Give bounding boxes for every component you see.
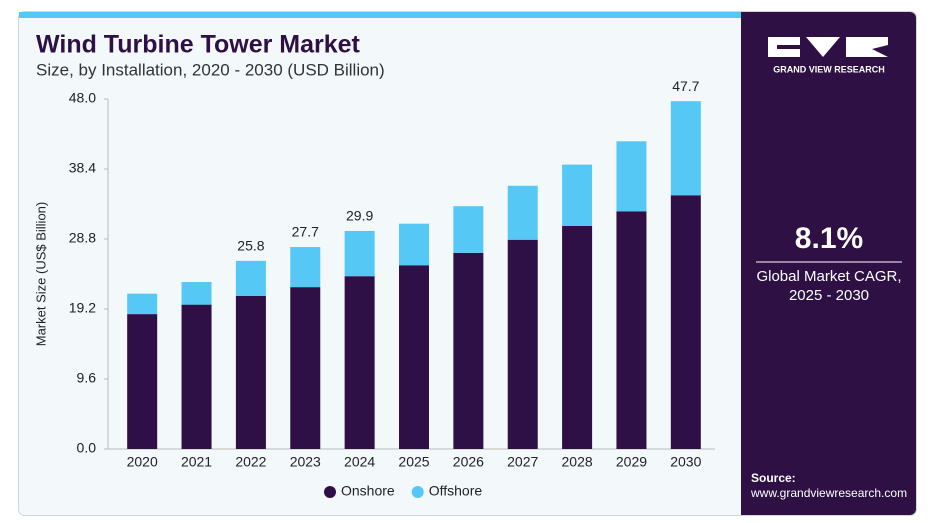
cagr-label: Global Market CAGR,: [756, 268, 901, 285]
bar-segment: [453, 206, 484, 253]
legend-marker: [411, 486, 424, 498]
bar-segment: [181, 304, 212, 449]
total-label: 29.9: [346, 208, 373, 224]
y-tick-label: 28.8: [69, 230, 96, 246]
bar-segment: [670, 101, 701, 196]
y-tick-label: 19.2: [69, 300, 96, 316]
source-label: Source:: [751, 471, 796, 485]
x-tick-label: 2030: [670, 454, 701, 470]
chart-subtitle: Size, by Installation, 2020 - 2030 (USD …: [36, 60, 385, 79]
bar-segment: [507, 185, 538, 240]
y-tick-label: 48.0: [69, 90, 96, 106]
x-tick-label: 2020: [127, 454, 158, 470]
bar-segment: [235, 260, 266, 296]
bar-segment: [181, 282, 212, 305]
bar-segment: [399, 223, 429, 266]
x-tick-label: 2021: [181, 454, 212, 470]
source: www.grandviewresearch.com: [750, 486, 907, 500]
bar-segment: [670, 195, 701, 449]
bar-segment: [453, 252, 484, 449]
bar-segment: [507, 239, 538, 449]
chart-title: Wind Turbine Tower Market: [36, 31, 361, 59]
bar-segment: [562, 225, 593, 449]
total-label: 25.8: [237, 238, 264, 254]
bar-segment: [562, 164, 593, 226]
bar-segment: [127, 293, 158, 315]
bar-segment: [290, 247, 321, 288]
bar-segment: [616, 211, 647, 449]
bar-segment: [127, 314, 158, 449]
x-tick-label: 2029: [616, 454, 647, 470]
x-tick-label: 2025: [398, 454, 429, 470]
bar-segment: [344, 230, 375, 277]
brand: GRAND VIEW RESEARCH: [773, 64, 885, 74]
x-tick-label: 2022: [235, 454, 266, 470]
x-tick-label: 2026: [453, 454, 484, 470]
x-tick-label: 2028: [562, 454, 593, 470]
total-label: 47.7: [672, 78, 699, 94]
x-tick-label: 2023: [290, 454, 321, 470]
total-label: 27.7: [292, 224, 319, 240]
cagr-label: 2025 - 2030: [789, 287, 869, 304]
logo: [768, 37, 888, 57]
top-strip: [19, 12, 741, 18]
x-tick-label: 2027: [507, 454, 538, 470]
y-tick-label: 0.0: [77, 440, 97, 456]
bar-segment: [616, 141, 647, 212]
bar-segment: [344, 276, 375, 449]
y-tick-label: 9.6: [77, 370, 97, 386]
legend-label: Onshore: [341, 483, 395, 499]
sidebar: [741, 12, 916, 515]
bar-segment: [290, 287, 321, 449]
bar-segment: [235, 295, 266, 449]
legend-marker: [324, 486, 336, 498]
y-axis-label: Market Size (US$ Billion): [33, 202, 48, 347]
y-tick-label: 38.4: [69, 160, 96, 176]
cagr: 8.1%: [795, 222, 863, 255]
x-tick-label: 2024: [344, 454, 375, 470]
bar-segment: [399, 265, 429, 449]
legend-label: Offshore: [429, 483, 483, 499]
